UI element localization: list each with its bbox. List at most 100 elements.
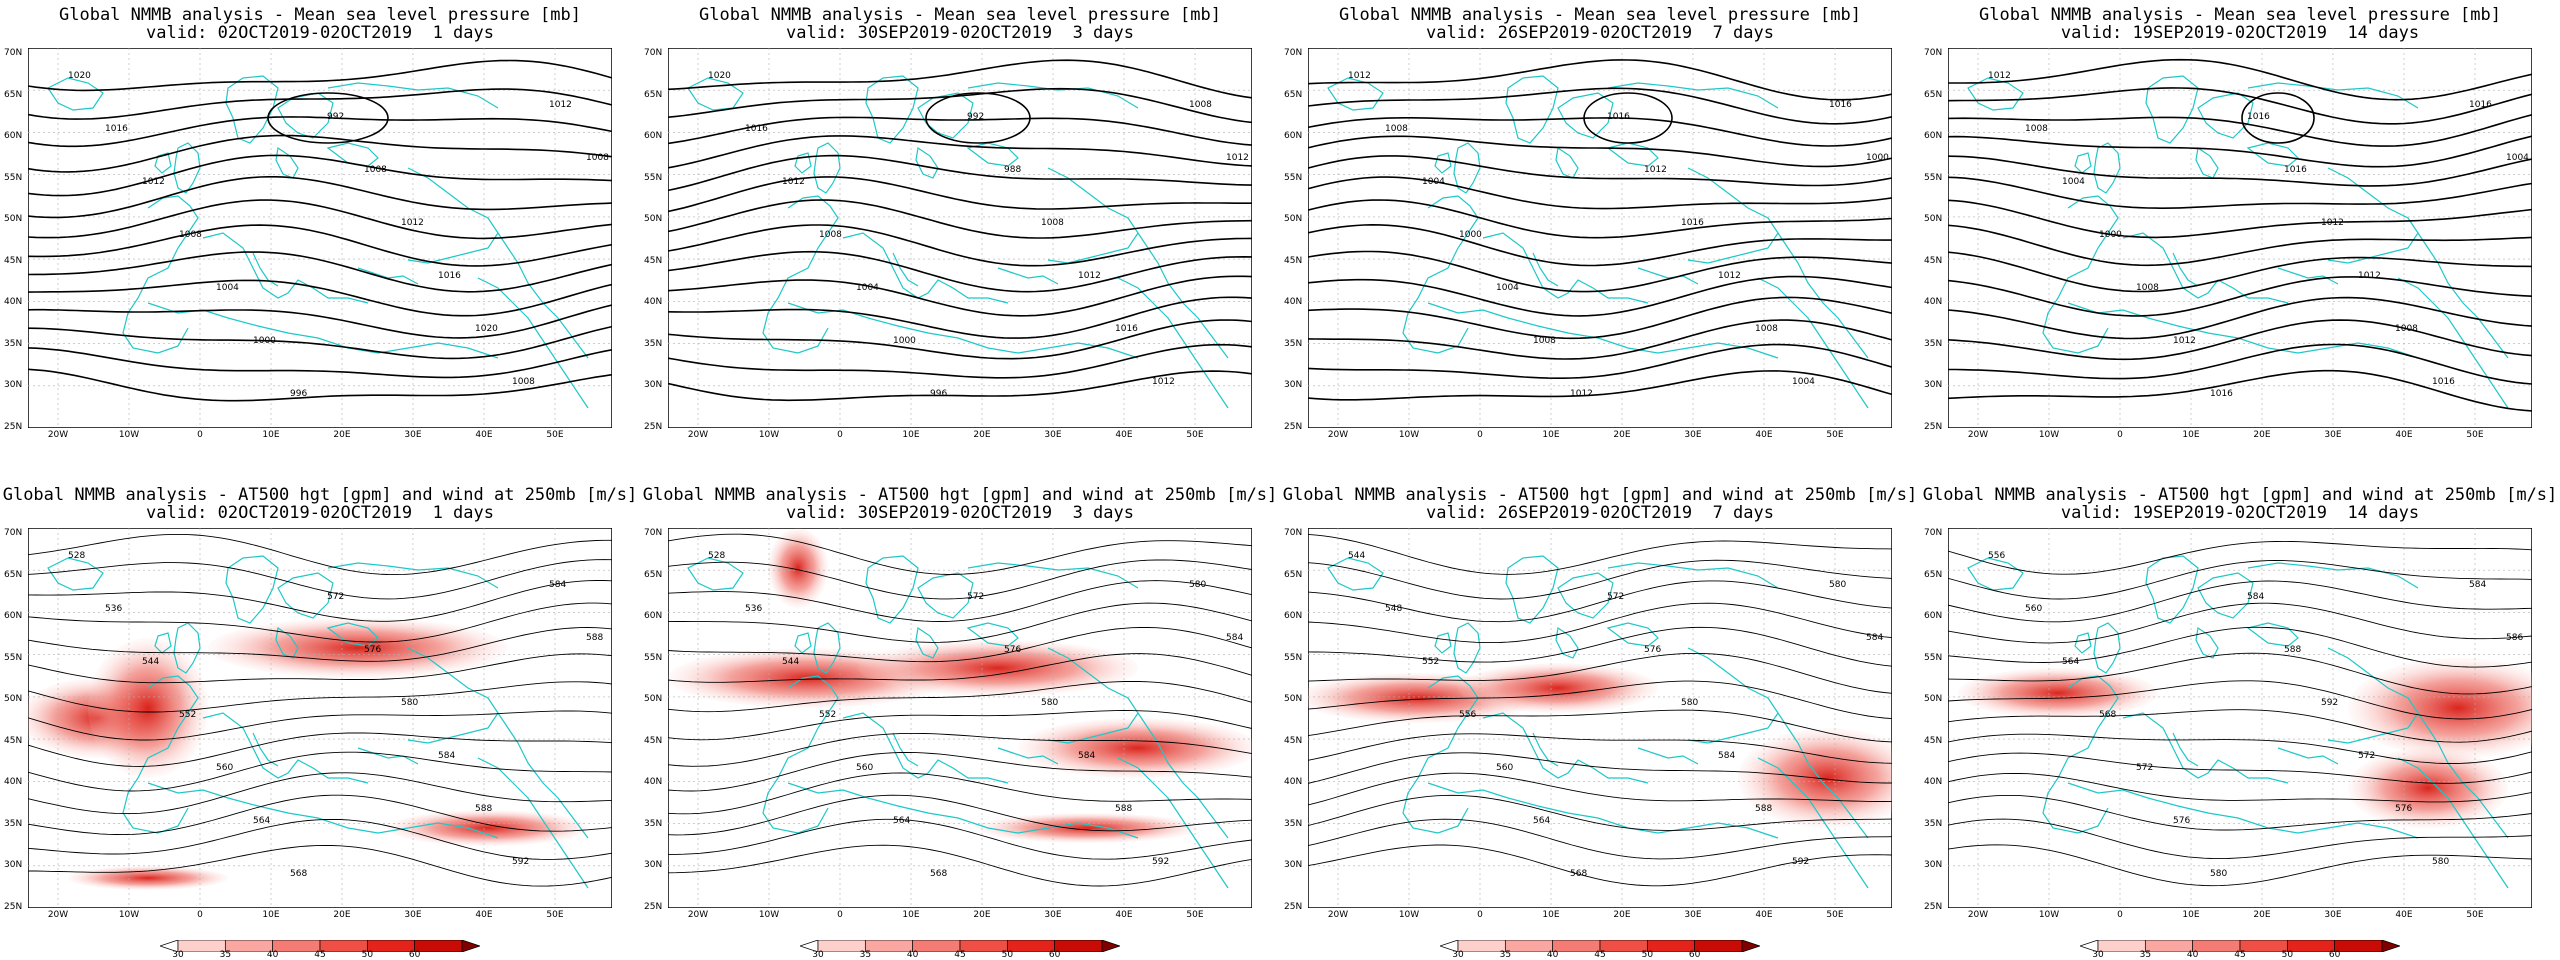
coastline <box>997 267 1059 285</box>
coastline <box>794 152 812 174</box>
isoline <box>1308 343 1892 379</box>
isoline-label: 572 <box>2358 751 2375 761</box>
coastline <box>2042 675 2119 834</box>
isoline-label: 1008 <box>2395 324 2418 334</box>
isoline <box>1308 580 1892 623</box>
colorbar-tick-label: 45 <box>2234 950 2246 960</box>
longitude-label: 20E <box>1613 910 1631 920</box>
colorbar-tick-label: 45 <box>314 950 326 960</box>
isoline <box>1308 155 1892 187</box>
isoline <box>1948 135 2532 168</box>
isoline <box>668 653 1252 683</box>
coastline <box>327 562 499 589</box>
isoline <box>28 533 612 576</box>
isoline <box>1948 369 2532 412</box>
longitude-label: 20E <box>1613 430 1631 440</box>
isoline-label: 1012 <box>1152 377 1175 387</box>
longitude-label: 10E <box>902 910 920 920</box>
isoline <box>28 751 612 792</box>
longitude-label: 0 <box>2117 430 2123 440</box>
coastline <box>2093 622 2121 674</box>
isoline <box>28 88 612 120</box>
isoline <box>668 794 1252 836</box>
isoline <box>28 199 612 240</box>
isoline <box>668 680 1252 713</box>
isoline-label: 1016 <box>2469 100 2492 110</box>
latitude-label: 65N <box>1284 569 1303 580</box>
isoline <box>28 559 612 600</box>
isoline-label: 572 <box>2136 763 2153 773</box>
isoline-label: 560 <box>216 763 233 773</box>
isoline-label: 544 <box>782 657 799 667</box>
longitude-label: 10W <box>758 430 780 440</box>
longitude-label: 40E <box>475 910 493 920</box>
isoline-label: 1020 <box>475 324 498 334</box>
jet-wind-shading <box>978 813 1198 843</box>
coastline <box>1453 622 1481 674</box>
coastline <box>787 782 1139 839</box>
isoline <box>1308 680 1892 720</box>
coastline <box>1434 632 1452 654</box>
longitude-label: 0 <box>1477 430 1483 440</box>
latitude-label: 45N <box>644 255 663 266</box>
isoline-label: 584 <box>549 580 566 590</box>
coastline <box>225 555 279 624</box>
coastline <box>2195 626 2219 659</box>
longitude-label: 10E <box>2182 910 2200 920</box>
isoline <box>1948 733 2532 764</box>
isoline <box>1948 560 2532 600</box>
map-plot: 544 548 552 556 560 564 568 572 576 580 584 588 592 5… <box>1308 528 1892 908</box>
coastline <box>1434 152 1452 174</box>
isoline <box>1308 733 1892 764</box>
coastline <box>762 195 839 354</box>
longitude-label: 20W <box>1327 910 1349 920</box>
isoline <box>1308 370 1892 401</box>
isoline-label: 1016 <box>1829 100 1852 110</box>
latitude-label: 50N <box>1924 214 1943 225</box>
latitude-label: 35N <box>4 818 23 829</box>
isoline-label: 1008 <box>2025 124 2048 134</box>
coastline <box>2145 75 2199 144</box>
isoline-label: 568 <box>930 869 947 879</box>
colorbar-tick-label: 30 <box>172 950 184 960</box>
isoline <box>668 602 1252 643</box>
longitude-label: 20W <box>1967 430 1989 440</box>
latitude-label: 45N <box>1924 735 1943 746</box>
isoline <box>28 794 612 836</box>
isoline <box>1308 818 1892 860</box>
latitude-label: 40N <box>644 777 663 788</box>
isoline <box>668 199 1252 239</box>
coastline <box>1967 557 2024 591</box>
isoline-label: 588 <box>586 633 603 643</box>
coastline <box>47 77 104 111</box>
isoline-label: 592 <box>2321 698 2338 708</box>
coastline <box>892 732 919 767</box>
latitude-label: 30N <box>644 380 663 391</box>
isoline-label: 1000 <box>1866 153 1889 163</box>
isoline <box>1308 794 1892 831</box>
coastline <box>497 712 589 839</box>
map-plot: 528 536 544 552 560 564 568 572 576 580 584 588 592 5… <box>28 528 612 908</box>
coastline <box>1777 232 1869 359</box>
map-panel-8: Global NMMB analysis - AT500 hgt [gpm] a… <box>1920 480 2560 960</box>
isoline <box>28 224 612 267</box>
map-plot: 1012 1008 1004 1000 1008 1012 1016 1016 1016 1012… <box>1948 48 2532 428</box>
isoline <box>28 732 612 767</box>
isoline <box>668 752 1252 792</box>
latitude-label: 65N <box>1924 89 1943 100</box>
latitude-label: 70N <box>1284 48 1303 58</box>
panel-title: Global NMMB analysis - AT500 hgt [gpm] a… <box>1922 485 2558 505</box>
coastline <box>865 555 919 624</box>
coastline <box>202 712 369 784</box>
isoline-label: 536 <box>105 604 122 614</box>
latitude-label: 35N <box>1284 818 1303 829</box>
isoline <box>668 772 1252 815</box>
coastline <box>842 232 1009 304</box>
panel-title: Global NMMB analysis - Mean sea level pr… <box>699 5 1221 25</box>
longitude-label: 10E <box>262 430 280 440</box>
longitude-label: 50E <box>1186 430 1204 440</box>
latitude-label: 35N <box>644 818 663 829</box>
coastline <box>813 142 841 194</box>
isoline <box>28 653 612 684</box>
isoline-label: 1000 <box>253 336 276 346</box>
